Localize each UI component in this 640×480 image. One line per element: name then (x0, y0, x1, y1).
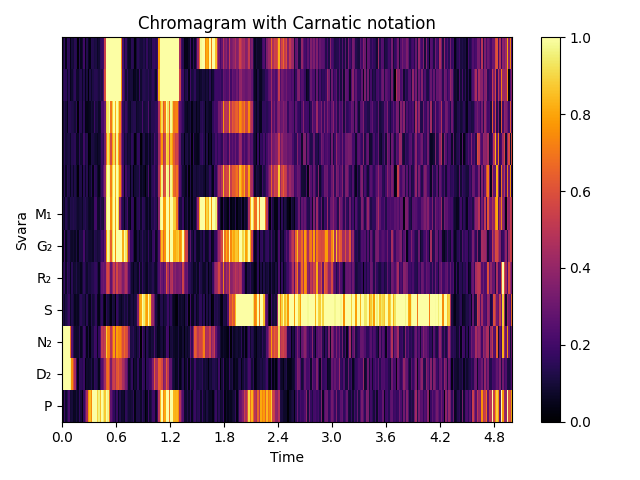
Y-axis label: Svara: Svara (15, 210, 29, 250)
X-axis label: Time: Time (270, 451, 304, 465)
Title: Chromagram with Carnatic notation: Chromagram with Carnatic notation (138, 15, 436, 33)
